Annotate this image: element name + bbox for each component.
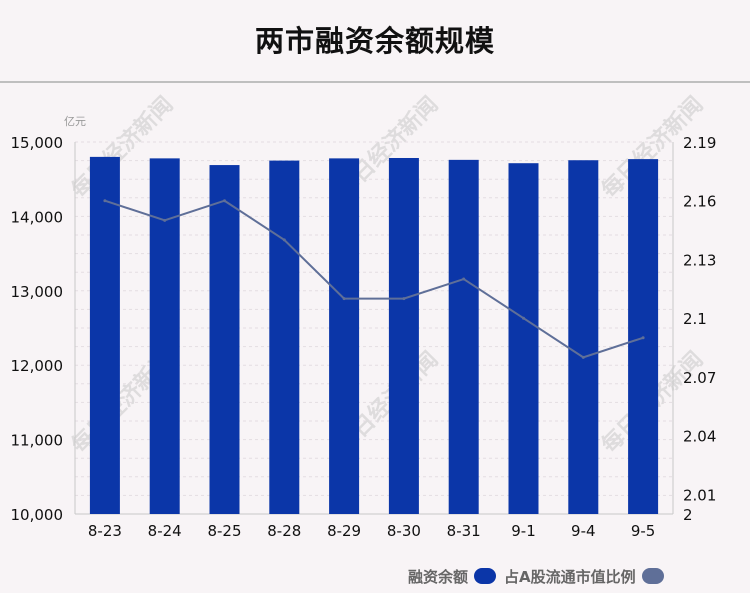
left-tick-label: 11,000 (11, 432, 64, 450)
legend-swatch-ratio (641, 568, 664, 584)
left-tick-label: 13,000 (11, 283, 64, 301)
left-axis-unit: 亿元 (64, 115, 86, 128)
x-tick-label: 8-30 (387, 522, 421, 540)
left-tick-label: 12,000 (11, 357, 64, 375)
ratio-point (342, 297, 346, 301)
bar (149, 158, 180, 515)
ratio-point (282, 238, 286, 242)
x-tick-label: 8-31 (447, 522, 481, 540)
x-tick-label: 8-24 (148, 522, 182, 540)
left-tick-label: 14,000 (11, 208, 64, 226)
ratio-point (522, 316, 525, 320)
legend: 融资余额 占A股流通市值比例 (408, 565, 664, 587)
bar (448, 159, 479, 514)
right-tick-label: 2.16 (683, 193, 716, 211)
left-tick-label: 15,000 (11, 134, 64, 152)
ratio-point (402, 297, 406, 301)
bar (388, 157, 419, 514)
right-tick-label: 2.07 (683, 369, 716, 387)
ratio-point (581, 355, 585, 359)
x-tick-label: 8-29 (327, 522, 361, 540)
right-tick-label: 2.19 (683, 134, 716, 152)
x-tick-label: 8-25 (207, 522, 241, 540)
bar (329, 158, 360, 515)
ratio-point (641, 336, 645, 340)
x-tick-label: 9-5 (631, 522, 656, 540)
bar (508, 163, 539, 515)
legend-item-balance: 融资余额 (408, 566, 497, 587)
bar (209, 165, 240, 514)
legend-label-ratio: 占A股流通市值比例 (504, 567, 636, 586)
right-tick-label: 2.04 (683, 428, 716, 446)
x-tick-label: 9-1 (511, 522, 536, 540)
right-tick-label: 2.1 (683, 310, 707, 328)
x-tick-label: 8-23 (88, 522, 122, 540)
bar (89, 156, 120, 514)
title-divider (0, 81, 750, 83)
bar (568, 160, 599, 514)
ratio-point (223, 199, 226, 203)
ratio-point (103, 199, 107, 203)
ratio-point (462, 277, 466, 281)
right-tick-label: 2.01 (683, 486, 716, 504)
right-tick-label: 2.13 (683, 251, 716, 269)
legend-item-ratio: 占A股流通市值比例 (504, 566, 664, 587)
left-tick-label: 10,000 (11, 506, 64, 524)
legend-label-balance: 融资余额 (408, 567, 469, 586)
chart-title: 两市融资余额规模 (254, 24, 495, 58)
ratio-line (104, 199, 644, 359)
x-tick-label: 8-28 (267, 522, 301, 540)
x-tick-label: 9-4 (571, 522, 596, 540)
ratio-point (163, 218, 167, 222)
legend-swatch-balance (474, 568, 497, 584)
right-tick-label: 2 (683, 506, 693, 524)
bar (269, 160, 300, 514)
